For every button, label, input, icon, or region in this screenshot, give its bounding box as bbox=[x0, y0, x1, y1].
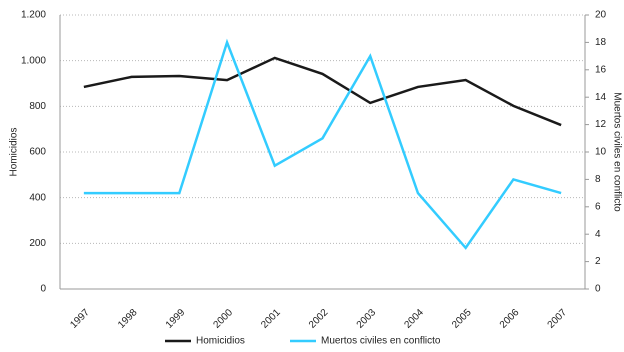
x-tick-label: 2000 bbox=[212, 307, 236, 331]
y2-tick-label: 14 bbox=[595, 92, 607, 103]
y-tick-label: 800 bbox=[29, 101, 46, 112]
x-tick-label: 2005 bbox=[450, 307, 474, 331]
x-tick-label: 2003 bbox=[355, 307, 379, 331]
x-tick-label: 2004 bbox=[402, 307, 426, 331]
y2-tick-label: 4 bbox=[595, 229, 601, 240]
y2-tick-label: 6 bbox=[595, 201, 601, 212]
y2-axis-title: Muertos civiles en conflicto bbox=[611, 92, 622, 212]
y2-tick-label: 0 bbox=[595, 284, 601, 295]
y-axis-title: Homicidios bbox=[9, 128, 20, 177]
y2-tick-label: 16 bbox=[595, 64, 607, 75]
y2-tick-label: 8 bbox=[595, 174, 601, 185]
y2-tick-label: 18 bbox=[595, 37, 607, 48]
y2-tick-label: 10 bbox=[595, 147, 607, 158]
x-tick-label: 2007 bbox=[546, 307, 570, 331]
legend-label: Muertos civiles en conflicto bbox=[321, 336, 441, 347]
x-tick-label: 1998 bbox=[116, 307, 140, 331]
y-tick-label: 1.200 bbox=[21, 10, 46, 21]
x-tick-label: 2002 bbox=[307, 307, 331, 331]
y-tick-label: 600 bbox=[29, 147, 46, 158]
y2-tick-label: 12 bbox=[595, 119, 607, 130]
y-tick-label: 1.000 bbox=[21, 55, 46, 66]
y2-tick-label: 2 bbox=[595, 256, 601, 267]
x-tick-label: 1997 bbox=[68, 307, 92, 331]
x-tick-label: 2001 bbox=[259, 307, 283, 331]
legend-label: Homicidios bbox=[196, 336, 245, 347]
y-tick-label: 200 bbox=[29, 238, 46, 249]
line-series bbox=[83, 38, 562, 250]
y-tick-label: 0 bbox=[40, 284, 46, 295]
y-tick-label: 400 bbox=[29, 192, 46, 203]
x-tick-label: 2006 bbox=[498, 307, 522, 331]
line-series bbox=[83, 56, 562, 127]
x-tick-label: 1999 bbox=[164, 307, 188, 331]
y2-tick-label: 20 bbox=[595, 10, 607, 21]
